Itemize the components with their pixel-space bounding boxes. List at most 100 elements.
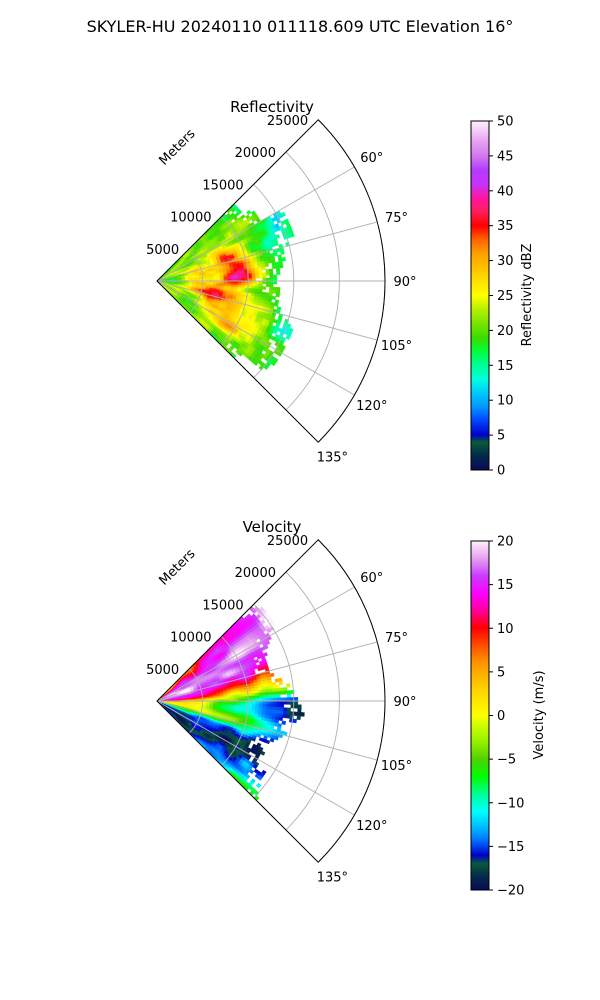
data-cell: [275, 234, 281, 239]
data-cell: [251, 285, 256, 289]
data-cell: [268, 688, 274, 693]
data-cell: [255, 703, 260, 707]
data-cell: [272, 265, 277, 270]
data-cell: [272, 694, 278, 699]
data-cell: [241, 696, 246, 700]
reflectivity-colorbar: 0 5 10 15 20 25 30 35 40 45 50: [470, 115, 514, 479]
data-cell: [273, 251, 278, 257]
radial-tick-label: 5000: [146, 663, 179, 678]
angular-tick-label: 60°: [360, 151, 383, 166]
data-cell: [251, 275, 256, 279]
data-cell: [251, 695, 256, 699]
data-cell: [258, 275, 263, 279]
data-cell: [255, 782, 262, 789]
data-cell: [294, 697, 299, 702]
data-cell: [223, 277, 228, 280]
velocity-panel: Velocity 5000 10000 15000 20000 25000 60° 75° 9…: [146, 518, 547, 899]
data-cell: [269, 286, 274, 291]
colorbar-tick-label: 15: [497, 359, 514, 374]
data-cell: [278, 680, 284, 686]
data-cell: [258, 365, 265, 371]
colorbar-tick-label: 25: [497, 289, 514, 304]
data-cell: [258, 266, 263, 271]
angular-tick-label: 135°: [317, 450, 348, 465]
data-cell: [271, 295, 277, 300]
reflectivity-panel: Reflectivity 5000 10000 15000 20000 25000 60°…: [146, 98, 535, 479]
reflectivity-grid: [156, 119, 386, 443]
data-cell: [248, 703, 253, 707]
data-cell: [262, 272, 267, 276]
data-cell: [269, 280, 274, 285]
data-cell: [251, 693, 256, 697]
angular-gridline: [156, 280, 378, 341]
colorbar-tick-label: 40: [497, 184, 514, 199]
data-cell: [280, 700, 285, 705]
data-cell: [258, 703, 263, 707]
data-cell: [286, 690, 291, 695]
data-cell: [269, 672, 275, 678]
data-cell: [275, 687, 281, 692]
colorbar-tick-label: −20: [497, 884, 524, 899]
data-cell: [251, 270, 256, 274]
velocity-grid: [156, 539, 386, 863]
data-cell: [265, 688, 270, 693]
data-cell: [279, 687, 284, 692]
data-cell: [272, 274, 278, 279]
data-cell: [253, 360, 259, 366]
data-cell: [251, 703, 256, 707]
data-cell: [234, 696, 239, 700]
data-cell: [258, 272, 263, 276]
data-cell: [293, 704, 299, 709]
angular-tick-label: 90°: [393, 695, 416, 710]
radial-tick-label: 15000: [202, 598, 243, 613]
angular-tick-label: 60°: [360, 571, 383, 586]
data-cell: [282, 687, 288, 692]
data-cell: [276, 697, 281, 702]
data-cell: [286, 693, 292, 698]
data-cell: [261, 689, 267, 693]
colorbar-tick-label: −15: [497, 840, 524, 855]
reflectivity-colorbar-label: Reflectivity dBZ: [520, 244, 535, 347]
data-cell: [272, 685, 277, 690]
data-cell: [255, 275, 260, 279]
data-cell: [292, 718, 297, 724]
data-cell: [276, 707, 281, 711]
data-cell: [258, 692, 263, 696]
reflectivity-radial-label: Meters: [157, 126, 199, 168]
data-cell: [272, 277, 277, 282]
sector-frame: [156, 119, 386, 443]
data-cell: [296, 711, 302, 717]
colorbar-tick-label: 5: [497, 665, 505, 680]
data-cell: [286, 683, 291, 688]
data-cell: [282, 714, 287, 719]
data-cell: [272, 700, 277, 705]
data-cell: [297, 708, 302, 713]
data-cell: [280, 211, 286, 218]
data-cell: [272, 709, 277, 714]
reflectivity-data-field: [157, 203, 295, 371]
data-cell: [265, 691, 270, 696]
colorbar-tick-label: 0: [497, 464, 505, 479]
data-cell: [265, 271, 270, 276]
data-cell: [265, 739, 271, 745]
data-cell: [275, 293, 280, 298]
data-cell: [279, 710, 284, 715]
radial-tick-label: 10000: [170, 631, 211, 646]
data-cell: [234, 276, 239, 280]
data-cell: [279, 690, 284, 695]
data-cell: [237, 276, 242, 280]
angular-gridline: [156, 221, 378, 282]
data-cell: [281, 256, 287, 262]
data-cell: [279, 264, 284, 269]
angular-gridline: [156, 166, 355, 282]
data-cell: [275, 684, 280, 689]
data-cell: [296, 715, 301, 721]
data-cell: [263, 364, 270, 370]
data-cell: [234, 702, 239, 706]
data-cell: [282, 710, 288, 715]
data-cell: [274, 735, 279, 741]
data-cell: [279, 703, 285, 708]
data-cell: [248, 695, 253, 699]
data-cell: [283, 697, 288, 702]
colorbar-tick-label: −10: [497, 796, 524, 811]
